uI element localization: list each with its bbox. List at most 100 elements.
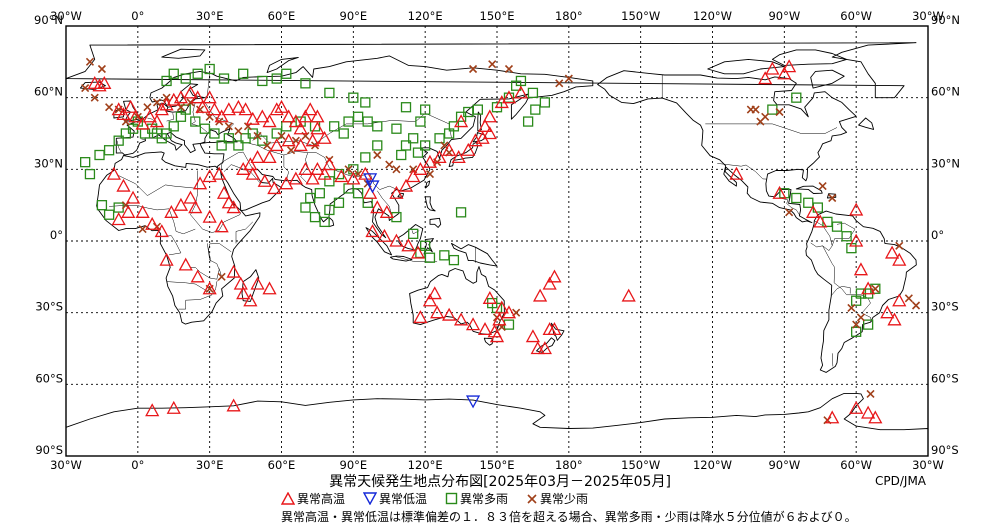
heavy-rain-marker: [96, 200, 108, 211]
high-temp-marker: [880, 305, 895, 319]
high-temp-marker: [233, 276, 248, 290]
heavy-rain-marker: [113, 135, 124, 146]
cross-icon: [527, 493, 537, 504]
high-temp-marker: [269, 102, 284, 116]
heavy-rain-marker: [851, 326, 862, 337]
heavy-rain-marker: [391, 123, 402, 134]
light-rain-marker: [468, 64, 478, 74]
border-line: [190, 243, 220, 280]
coastline: [65, 392, 929, 457]
high-temp-marker: [482, 290, 497, 304]
heavy-rain-marker: [271, 73, 282, 84]
high-temp-marker: [537, 341, 552, 355]
bottom-lon-label: 30°W: [912, 458, 944, 472]
heavy-rain-marker: [372, 140, 383, 151]
heavy-rain-marker: [324, 87, 335, 99]
border-line: [191, 102, 208, 133]
border-line: [166, 281, 213, 310]
heavy-rain-marker: [408, 228, 419, 239]
footnote: 異常高温・異常低温は標準偏差の１．８３倍を超える場合、異常多雨・少雨は降水５分位…: [281, 510, 857, 524]
border-line: [190, 188, 242, 233]
high-temp-marker: [243, 293, 258, 307]
high-temp-marker: [262, 150, 277, 164]
high-temp-marker: [482, 109, 497, 123]
heavy-rain-marker: [247, 128, 258, 139]
high-temp-marker: [116, 107, 131, 121]
top-lon-label: 0°: [131, 9, 144, 23]
high-temp-marker: [245, 166, 260, 180]
low-temp-marker: [365, 180, 380, 194]
high-temp-marker: [432, 150, 447, 164]
light-rain-marker: [287, 146, 296, 155]
heavy-rain-marker: [372, 121, 383, 132]
heavy-rain-marker: [424, 252, 436, 263]
high-temp-marker: [106, 166, 121, 180]
light-rain-marker: [488, 60, 497, 69]
high-temp-marker: [621, 288, 636, 302]
heavy-rain-marker: [455, 207, 467, 218]
high-temp-marker: [389, 185, 404, 199]
map-frame: [65, 25, 929, 457]
heavy-rain-marker: [281, 68, 292, 79]
heavy-rain-marker: [103, 209, 115, 220]
high-temp-marker: [183, 85, 198, 99]
high-temp-marker: [317, 166, 332, 180]
heavy-rain-marker: [530, 104, 541, 115]
light-rain-marker: [234, 127, 243, 136]
high-temp-marker: [123, 99, 138, 113]
heavy-rain-marker: [168, 68, 179, 79]
high-temp-marker: [468, 133, 483, 147]
high-temp-marker: [501, 90, 517, 104]
light-rain-marker: [224, 122, 233, 131]
heavy-rain-marker: [84, 168, 96, 180]
high-temp-marker: [410, 245, 426, 259]
heavy-rain-marker: [851, 295, 862, 306]
high-temp-marker: [166, 400, 181, 414]
light-rain-marker: [555, 79, 564, 88]
heavy-rain-marker: [472, 104, 483, 115]
top-lon-label: 60°E: [268, 9, 296, 23]
high-temp-marker: [142, 109, 157, 123]
high-temp-marker: [207, 102, 222, 116]
high-temp-marker: [317, 130, 332, 144]
high-temp-marker: [861, 281, 876, 295]
high-temp-marker: [111, 102, 126, 116]
border-line: [141, 138, 146, 140]
border-line: [717, 163, 767, 180]
high-temp-marker: [190, 90, 205, 104]
coastline: [771, 49, 848, 66]
light-rain-marker: [504, 64, 514, 74]
border-line: [300, 152, 309, 183]
high-temp-marker: [406, 169, 421, 183]
high-temp-marker: [413, 161, 428, 175]
heavy-rain-marker: [360, 152, 371, 163]
heavy-rain-marker: [300, 78, 311, 89]
heavy-rain-marker: [362, 116, 373, 127]
axis-labels: 30°W 0° 30°E 60°E 90°E 120°E 150°E 180° 150°W 120…: [34, 9, 960, 472]
high-temp-marker: [377, 228, 392, 242]
heavy-rain-marker: [233, 140, 244, 151]
coastline: [425, 180, 431, 189]
light-rain-marker: [263, 141, 272, 150]
high-temp-marker: [849, 202, 864, 216]
light-rain-marker: [97, 64, 106, 74]
coastline: [389, 255, 413, 262]
heavy-rain-marker: [412, 147, 424, 158]
coastline: [858, 117, 875, 130]
heavy-rain-marker: [257, 135, 268, 146]
high-temp-marker: [262, 114, 277, 128]
heavy-rain-marker: [192, 68, 203, 79]
high-temp-marker: [422, 154, 438, 168]
high-temp-marker: [245, 111, 260, 125]
high-temp-marker: [887, 312, 902, 326]
high-temp-marker: [145, 216, 160, 230]
right-lat-label: 30°S: [931, 300, 959, 314]
high-temp-marker: [430, 305, 445, 319]
high-temp-marker: [533, 288, 548, 302]
high-temp-marker: [293, 121, 308, 135]
border-line: [116, 170, 198, 196]
top-lon-label: 150°E: [480, 9, 515, 23]
heavy-rain-marker: [360, 97, 371, 108]
high-temp-marker: [183, 190, 198, 204]
